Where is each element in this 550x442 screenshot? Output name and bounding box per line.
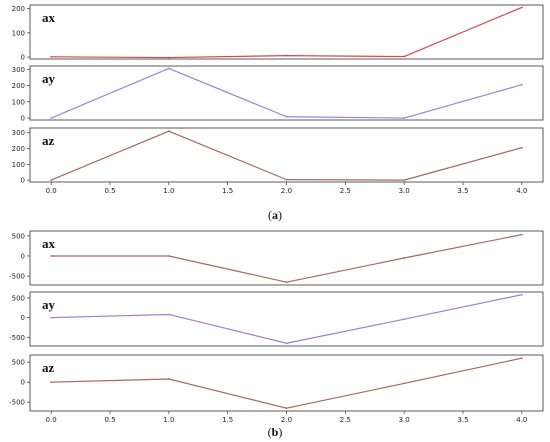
plot-frame [29,230,544,286]
subplots: 0 100 200 ax 0 100 200 300 ay 0 100 200 300 0.0 0.5 1.0… [9,4,544,424]
subplot-label: az [42,133,55,148]
y-tick-label: 0 [21,54,25,62]
subplot-label: ay [42,297,56,312]
data-point [285,342,288,345]
data-point [167,130,170,133]
data-point [403,382,406,385]
plot-frame [29,127,544,183]
data-point [50,255,53,257]
x-tick-label: 2.0 [281,187,292,195]
x-tick-label: 0.0 [46,416,57,424]
y-tick-label: 100 [12,29,25,37]
x-tick-label: 2.5 [340,187,351,195]
data-point [403,55,406,58]
data-point [403,257,406,259]
y-tick-label: 300 [12,129,25,137]
data-point [403,179,406,182]
data-point [167,378,170,380]
x-tick-label: 2.0 [281,416,292,424]
x-tick-label: 0.5 [104,187,115,195]
data-point [50,55,53,58]
y-tick-label: -500 [9,334,25,342]
y-tick-label: -500 [9,399,25,407]
y-tick-label: 100 [12,161,25,169]
subplot-b-az: -500 0 500 0.0 0.5 1.0 1.5 2.0 2.5 3.0 3.5 4.0 az [9,354,544,424]
x-tick-label: 1.5 [222,187,233,195]
subplot-label: az [42,360,55,375]
data-point [50,117,53,119]
y-tick-label: 200 [12,82,25,90]
x-tick-label: 0.0 [46,187,57,195]
y-tick-label: 0 [21,252,25,260]
caption-a-close: ) [278,208,282,222]
data-point [50,179,53,182]
data-point [167,67,170,70]
x-tick-label: 3.5 [457,416,468,424]
data-point [167,56,170,59]
y-tick-label: 200 [12,145,25,153]
data-point [285,115,288,118]
data-point [520,233,523,236]
data-point [285,54,288,57]
caption-b-letter: b [272,425,279,439]
x-tick-label: 4.0 [516,416,527,424]
y-tick-label: 0 [21,177,25,185]
caption-a-open: ( [268,208,272,222]
x-tick-label: 4.0 [516,187,527,195]
x-tick-label: 3.5 [457,187,468,195]
data-point [50,381,53,384]
y-tick-label: 200 [12,5,25,13]
plot-frame [29,65,544,121]
subplot-label: ax [42,236,56,251]
x-tick-label: 3.0 [399,416,410,424]
data-point [285,407,288,410]
x-tick-label: 3.0 [399,187,410,195]
data-point [520,6,523,9]
caption-b-open: ( [268,425,272,439]
data-point [285,281,288,284]
subplot-b-ax: -500 0 500 ax [9,230,544,286]
data-point [520,357,523,360]
subplot-b-ay: -500 0 500 ay [9,291,544,347]
x-tick-label: 1.5 [222,416,233,424]
subplot-label: ay [42,71,56,86]
x-tick-label: 0.5 [104,416,115,424]
data-point [520,293,523,296]
data-point [167,313,170,316]
caption-b: (b) [268,425,283,439]
data-point [285,178,288,181]
plot-frame [29,4,544,60]
plot-frame [29,291,544,347]
y-tick-label: 500 [12,359,25,367]
y-tick-label: 500 [12,294,25,302]
caption-b-close: ) [278,425,282,439]
y-tick-label: -500 [9,273,25,281]
data-point [520,83,523,86]
plot-frame [29,354,544,412]
y-tick-label: 300 [12,66,25,74]
data-point [403,318,406,321]
caption-a-letter: a [272,208,278,222]
data-point [520,146,523,149]
x-tick-label: 1.0 [163,416,174,424]
caption-a: (a) [268,208,282,222]
y-tick-label: 100 [12,98,25,106]
svg-text:(b): (b) [268,425,283,439]
subplot-a-ax: 0 100 200 ax [12,4,544,62]
subplot-a-az: 0 100 200 300 0.0 0.5 1.0 1.5 2.0 2.5 3.0 3.5 4.0 az [12,127,544,195]
y-tick-label: 0 [21,379,25,387]
data-point [167,255,170,257]
data-point [403,117,406,119]
svg-text:(a): (a) [268,208,282,222]
x-tick-label: 2.5 [340,416,351,424]
subplot-label: ax [42,10,56,25]
y-tick-label: 0 [21,115,25,123]
subplot-a-ay: 0 100 200 300 ay [12,65,544,123]
y-tick-label: 0 [21,314,25,322]
x-tick-label: 1.0 [163,187,174,195]
y-tick-label: 500 [12,232,25,240]
data-point [50,316,53,319]
